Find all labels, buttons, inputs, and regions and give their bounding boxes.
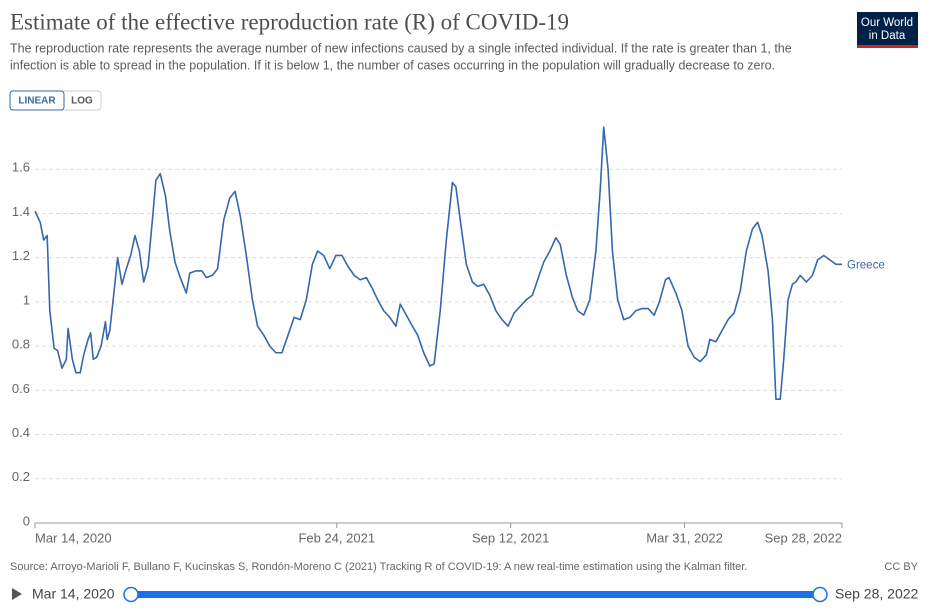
x-tick-label: Feb 24, 2021	[298, 530, 375, 545]
linear-label[interactable]: LINEAR	[18, 96, 56, 107]
log-label[interactable]: LOG	[71, 96, 93, 107]
logo-stripe	[857, 45, 918, 48]
plot-area: 0 0.2 0.4 0.6 0.8 1 1.2 1.4 1.6 Mar 14, 2020 Feb 2…	[12, 126, 885, 545]
logo-box	[857, 12, 918, 48]
timeline-track[interactable]	[130, 591, 820, 598]
series-line	[34, 126, 842, 400]
logo-text: in Data	[869, 30, 906, 42]
license[interactable]: CC BY	[884, 561, 918, 573]
y-tick-label: 1	[23, 292, 30, 307]
x-tick-label: Mar 31, 2022	[646, 530, 723, 545]
subtitle-line: infection is able to spread in the popul…	[10, 58, 775, 72]
y-tick-label: 0	[23, 513, 30, 528]
chart-title: Estimate of the effective reproduction r…	[10, 9, 569, 34]
play-button[interactable]	[12, 588, 22, 600]
x-tick-label: Sep 12, 2021	[472, 530, 549, 545]
timeline: Mar 14, 2020 Sep 28, 2022	[12, 586, 919, 603]
y-tick-label: 0.2	[12, 469, 30, 484]
subtitle-line: The reproduction rate represents the ave…	[10, 41, 792, 55]
source: Source: Arroyo-Marioli F, Bullano F, Kuc…	[10, 561, 747, 573]
x-tick-label: Mar 14, 2020	[35, 530, 112, 545]
y-tick-label: 0.4	[12, 425, 30, 440]
y-tick-label: 0.6	[12, 381, 30, 396]
timeline-end: Sep 28, 2022	[835, 586, 919, 602]
linear-button[interactable]	[9, 90, 65, 111]
y-tick-label: 1.6	[12, 160, 30, 175]
logo[interactable]: Our World in Data	[857, 12, 918, 48]
y-tick-label: 0.8	[12, 337, 30, 352]
y-tick-label: 1.2	[12, 248, 30, 263]
series-label: Greece	[847, 259, 885, 271]
scale-toggle: LINEAR LOG	[9, 90, 102, 111]
x-tick-label: Sep 28, 2022	[765, 530, 842, 545]
y-tick-label: 1.4	[12, 204, 30, 219]
timeline-handle[interactable]	[812, 586, 828, 603]
logo-text: Our World	[861, 17, 913, 29]
timeline-handle[interactable]	[123, 586, 139, 603]
timeline-start: Mar 14, 2020	[32, 586, 115, 602]
